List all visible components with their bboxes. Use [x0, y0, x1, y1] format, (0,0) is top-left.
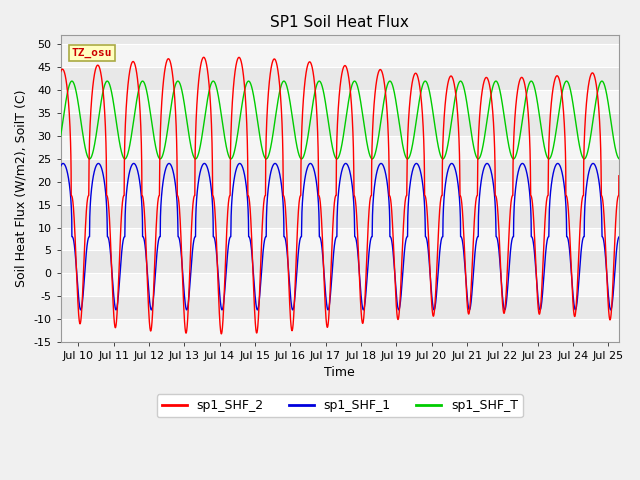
- Bar: [61, 45, 619, 67]
- sp1_SHF_1: [554, 161, 561, 167]
- Bar: [61, 273, 619, 296]
- Bar: [61, 319, 619, 342]
- sp1_SHF_2: [622, 69, 630, 75]
- sp1_SHF_T: [622, 133, 630, 139]
- Y-axis label: Soil Heat Flux (W/m2), SoilT (C): Soil Heat Flux (W/m2), SoilT (C): [15, 90, 28, 288]
- sp1_SHF_2: [424, 233, 432, 239]
- sp1_SHF_T: [479, 144, 486, 150]
- sp1_SHF_1: [479, 170, 486, 176]
- sp1_SHF_1: [522, 165, 529, 171]
- sp1_SHF_2: [57, 69, 65, 75]
- sp1_SHF_1: [396, 304, 404, 310]
- sp1_SHF_1: [622, 164, 630, 169]
- Bar: [61, 90, 619, 113]
- sp1_SHF_T: [57, 133, 65, 139]
- Bar: [61, 228, 619, 251]
- sp1_SHF_2: [479, 85, 486, 91]
- sp1_SHF_1: [424, 249, 432, 254]
- Text: TZ_osu: TZ_osu: [72, 48, 112, 58]
- sp1_SHF_T: [522, 96, 529, 102]
- sp1_SHF_2: [218, 331, 225, 337]
- Line: sp1_SHF_2: sp1_SHF_2: [61, 57, 626, 334]
- sp1_SHF_T: [424, 84, 432, 90]
- sp1_SHF_2: [273, 61, 281, 67]
- X-axis label: Time: Time: [324, 367, 355, 380]
- sp1_SHF_T: [474, 156, 482, 162]
- sp1_SHF_T: [396, 124, 404, 130]
- Bar: [61, 182, 619, 204]
- Bar: [61, 136, 619, 159]
- Legend: sp1_SHF_2, sp1_SHF_1, sp1_SHF_T: sp1_SHF_2, sp1_SHF_1, sp1_SHF_T: [157, 394, 523, 417]
- sp1_SHF_2: [522, 86, 529, 92]
- sp1_SHF_2: [159, 80, 167, 86]
- Line: sp1_SHF_1: sp1_SHF_1: [61, 164, 626, 310]
- Title: SP1 Soil Heat Flux: SP1 Soil Heat Flux: [270, 15, 409, 30]
- sp1_SHF_1: [273, 162, 280, 168]
- sp1_SHF_1: [57, 164, 65, 169]
- sp1_SHF_T: [273, 106, 280, 112]
- sp1_SHF_2: [200, 54, 207, 60]
- sp1_SHF_T: [68, 78, 76, 84]
- sp1_SHF_T: [159, 150, 167, 156]
- sp1_SHF_1: [159, 178, 167, 183]
- sp1_SHF_2: [396, 301, 404, 307]
- Line: sp1_SHF_T: sp1_SHF_T: [61, 81, 626, 159]
- sp1_SHF_1: [395, 307, 403, 313]
